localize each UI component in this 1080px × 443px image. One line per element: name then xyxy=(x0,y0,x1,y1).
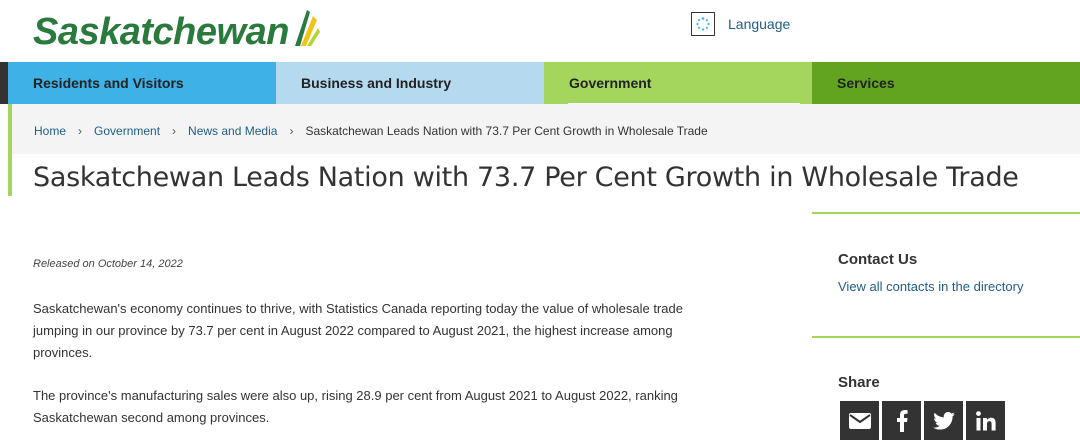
saskatchewan-logo[interactable]: Saskatchewan xyxy=(33,6,321,54)
language-label: Language xyxy=(728,16,791,32)
globe-loading-icon xyxy=(691,12,715,36)
breadcrumb-current: Saskatchewan Leads Nation with 73.7 Per … xyxy=(305,124,708,138)
section-accent-bar xyxy=(8,104,12,196)
twitter-share-button[interactable] xyxy=(924,401,963,440)
body-paragraph: The province's manufacturing sales were … xyxy=(33,388,678,425)
active-underline xyxy=(568,103,800,104)
breadcrumb: Home › Government › News and Media › Sas… xyxy=(34,124,708,138)
chevron-right-icon: › xyxy=(289,124,294,138)
linkedin-share-button[interactable] xyxy=(966,401,1005,440)
chevron-right-icon: › xyxy=(172,124,177,138)
language-selector[interactable]: Language xyxy=(691,12,790,36)
page-title: Saskatchewan Leads Nation with 73.7 Per … xyxy=(33,162,1019,193)
contact-heading: Contact Us xyxy=(838,251,918,268)
email-icon xyxy=(848,412,871,429)
main-navigation: Residents and Visitors Business and Indu… xyxy=(0,62,1080,114)
facebook-icon xyxy=(896,409,908,432)
release-date: Released on October 14, 2022 xyxy=(33,258,183,270)
nav-business-and-industry[interactable]: Business and Industry xyxy=(276,62,544,104)
nav-residents-and-visitors[interactable]: Residents and Visitors xyxy=(8,62,276,104)
share-buttons xyxy=(840,401,1008,440)
twitter-icon xyxy=(932,411,955,430)
site-header: Saskatchewan Language xyxy=(0,0,1080,62)
sidebar-divider xyxy=(812,212,1080,214)
body-paragraph: Saskatchewan's economy continues to thri… xyxy=(33,301,683,360)
breadcrumb-government[interactable]: Government xyxy=(94,124,161,138)
email-share-button[interactable] xyxy=(840,401,879,440)
breadcrumb-home[interactable]: Home xyxy=(34,124,67,138)
wheat-sheaf-icon xyxy=(294,10,320,46)
breadcrumb-news-and-media[interactable]: News and Media xyxy=(188,124,278,138)
facebook-share-button[interactable] xyxy=(882,401,921,440)
breadcrumb-bar: Home › Government › News and Media › Sas… xyxy=(8,104,1080,154)
logo-text: Saskatchewan xyxy=(33,11,289,53)
nav-edge xyxy=(0,62,8,104)
nav-services[interactable]: Services xyxy=(812,62,1080,104)
chevron-right-icon: › xyxy=(78,124,83,138)
contacts-directory-link[interactable]: View all contacts in the directory xyxy=(838,279,1024,294)
nav-government-label: Government xyxy=(569,75,652,91)
sidebar-divider xyxy=(812,336,1080,338)
linkedin-icon xyxy=(975,410,996,430)
share-heading: Share xyxy=(838,374,880,391)
